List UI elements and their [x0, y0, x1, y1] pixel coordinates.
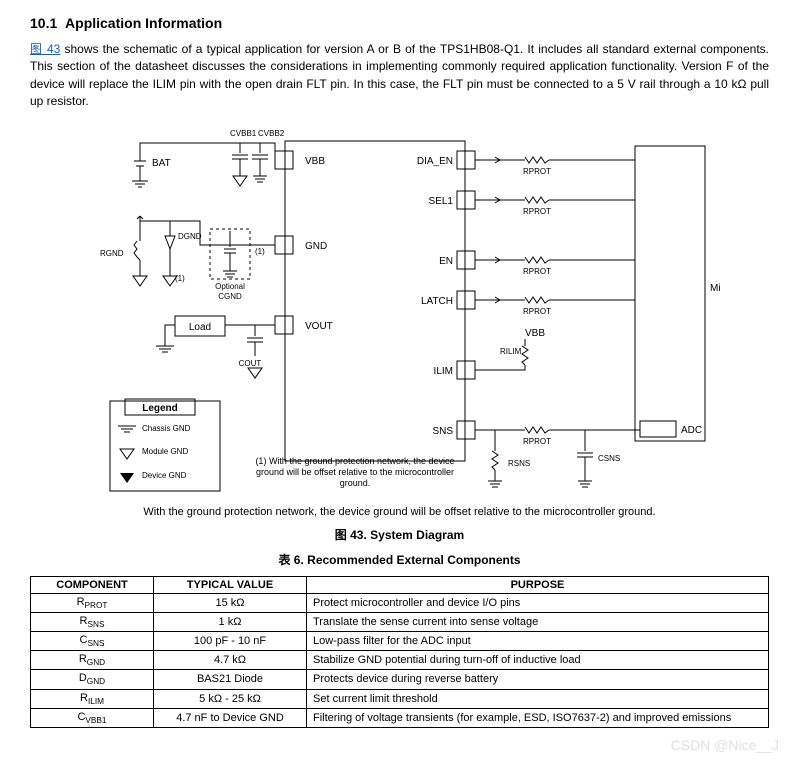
cell-typical: 4.7 kΩ	[154, 651, 307, 670]
svg-text:DGND: DGND	[178, 232, 202, 241]
svg-text:(1): (1)	[255, 247, 265, 256]
svg-text:CGND: CGND	[218, 292, 242, 301]
svg-text:ADC: ADC	[681, 425, 702, 436]
table-row: RSNS1 kΩTranslate the sense current into…	[31, 612, 769, 631]
intro-paragraph: 图 43 shows the schematic of a typical ap…	[30, 41, 769, 111]
cell-purpose: Translate the sense current into sense v…	[307, 612, 769, 631]
figure-43-diagram: VBB GND VOUT DIA_EN SEL1 EN LATCH ILIM S…	[30, 121, 769, 501]
cell-typical: 4.7 nF to Device GND	[154, 708, 307, 727]
svg-text:RPROT: RPROT	[523, 167, 551, 176]
table-header-row: COMPONENT TYPICAL VALUE PURPOSE	[31, 576, 769, 593]
svg-text:Microcontroller: Microcontroller	[710, 283, 720, 294]
components-table: COMPONENT TYPICAL VALUE PURPOSE RPROT15 …	[30, 576, 769, 728]
table-row: CVBB14.7 nF to Device GNDFiltering of vo…	[31, 708, 769, 727]
svg-text:RGND: RGND	[100, 249, 124, 258]
cell-purpose: Filtering of voltage transients (for exa…	[307, 708, 769, 727]
section-number: 10.1	[30, 15, 57, 31]
watermark: CSDN @Nice__J	[671, 737, 779, 753]
svg-text:VOUT: VOUT	[305, 321, 333, 332]
svg-text:Optional: Optional	[215, 282, 245, 291]
svg-text:ILIM: ILIM	[433, 366, 452, 377]
cell-typical: 1 kΩ	[154, 612, 307, 631]
cell-component: CVBB1	[31, 708, 154, 727]
figure-caption: 图 43. System Diagram	[30, 526, 769, 543]
figure-footnote: With the ground protection network, the …	[30, 506, 769, 518]
figure-note: (1) With the ground protection network, …	[245, 456, 465, 488]
table-row: DGNDBAS21 DiodeProtects device during re…	[31, 670, 769, 689]
intro-body: shows the schematic of a typical applica…	[30, 42, 769, 108]
col-purpose: PURPOSE	[307, 576, 769, 593]
cell-typical: 5 kΩ - 25 kΩ	[154, 689, 307, 708]
col-typical: TYPICAL VALUE	[154, 576, 307, 593]
svg-text:CVBB1: CVBB1	[230, 129, 257, 138]
svg-text:SNS: SNS	[432, 426, 453, 437]
table-caption: 表 6. Recommended External Components	[30, 551, 769, 568]
cell-purpose: Protects device during reverse battery	[307, 670, 769, 689]
table-row: RILIM5 kΩ - 25 kΩSet current limit thres…	[31, 689, 769, 708]
section-heading: 10.1 Application Information	[30, 15, 769, 31]
svg-text:RPROT: RPROT	[523, 437, 551, 446]
svg-text:RSNS: RSNS	[508, 459, 530, 468]
cell-component: RILIM	[31, 689, 154, 708]
svg-text:RPROT: RPROT	[523, 267, 551, 276]
svg-text:SEL1: SEL1	[428, 196, 453, 207]
svg-text:Device GND: Device GND	[142, 471, 187, 480]
svg-text:LATCH: LATCH	[420, 296, 452, 307]
cell-typical: BAS21 Diode	[154, 670, 307, 689]
svg-text:CVBB2: CVBB2	[258, 129, 285, 138]
cell-component: CSNS	[31, 631, 154, 650]
svg-text:(1): (1)	[175, 274, 185, 283]
cell-purpose: Low-pass filter for the ADC input	[307, 631, 769, 650]
cell-purpose: Protect microcontroller and device I/O p…	[307, 593, 769, 612]
svg-text:DIA_EN: DIA_EN	[416, 156, 452, 167]
svg-text:COUT: COUT	[238, 359, 261, 368]
svg-text:Load: Load	[188, 322, 210, 333]
cell-component: RSNS	[31, 612, 154, 631]
cell-component: RPROT	[31, 593, 154, 612]
cell-typical: 100 pF - 10 nF	[154, 631, 307, 650]
svg-text:RPROT: RPROT	[523, 207, 551, 216]
table-row: CSNS100 pF - 10 nFLow-pass filter for th…	[31, 631, 769, 650]
cell-component: DGND	[31, 670, 154, 689]
cell-component: RGND	[31, 651, 154, 670]
svg-text:RPROT: RPROT	[523, 307, 551, 316]
cell-typical: 15 kΩ	[154, 593, 307, 612]
table-row: RPROT15 kΩProtect microcontroller and de…	[31, 593, 769, 612]
svg-text:CSNS: CSNS	[598, 454, 620, 463]
svg-text:Chassis GND: Chassis GND	[142, 424, 191, 433]
cell-purpose: Set current limit threshold	[307, 689, 769, 708]
cell-purpose: Stabilize GND potential during turn-off …	[307, 651, 769, 670]
figure-link[interactable]: 图 43	[30, 42, 60, 56]
svg-text:Module GND: Module GND	[142, 447, 188, 456]
svg-text:BAT: BAT	[152, 158, 171, 169]
svg-text:RILIM: RILIM	[500, 347, 522, 356]
col-component: COMPONENT	[31, 576, 154, 593]
svg-text:VBB: VBB	[525, 328, 545, 339]
svg-text:VBB: VBB	[305, 156, 325, 167]
svg-text:Legend: Legend	[142, 403, 178, 414]
svg-text:GND: GND	[305, 241, 327, 252]
table-row: RGND4.7 kΩStabilize GND potential during…	[31, 651, 769, 670]
svg-text:EN: EN	[439, 256, 453, 267]
section-title: Application Information	[65, 15, 222, 31]
